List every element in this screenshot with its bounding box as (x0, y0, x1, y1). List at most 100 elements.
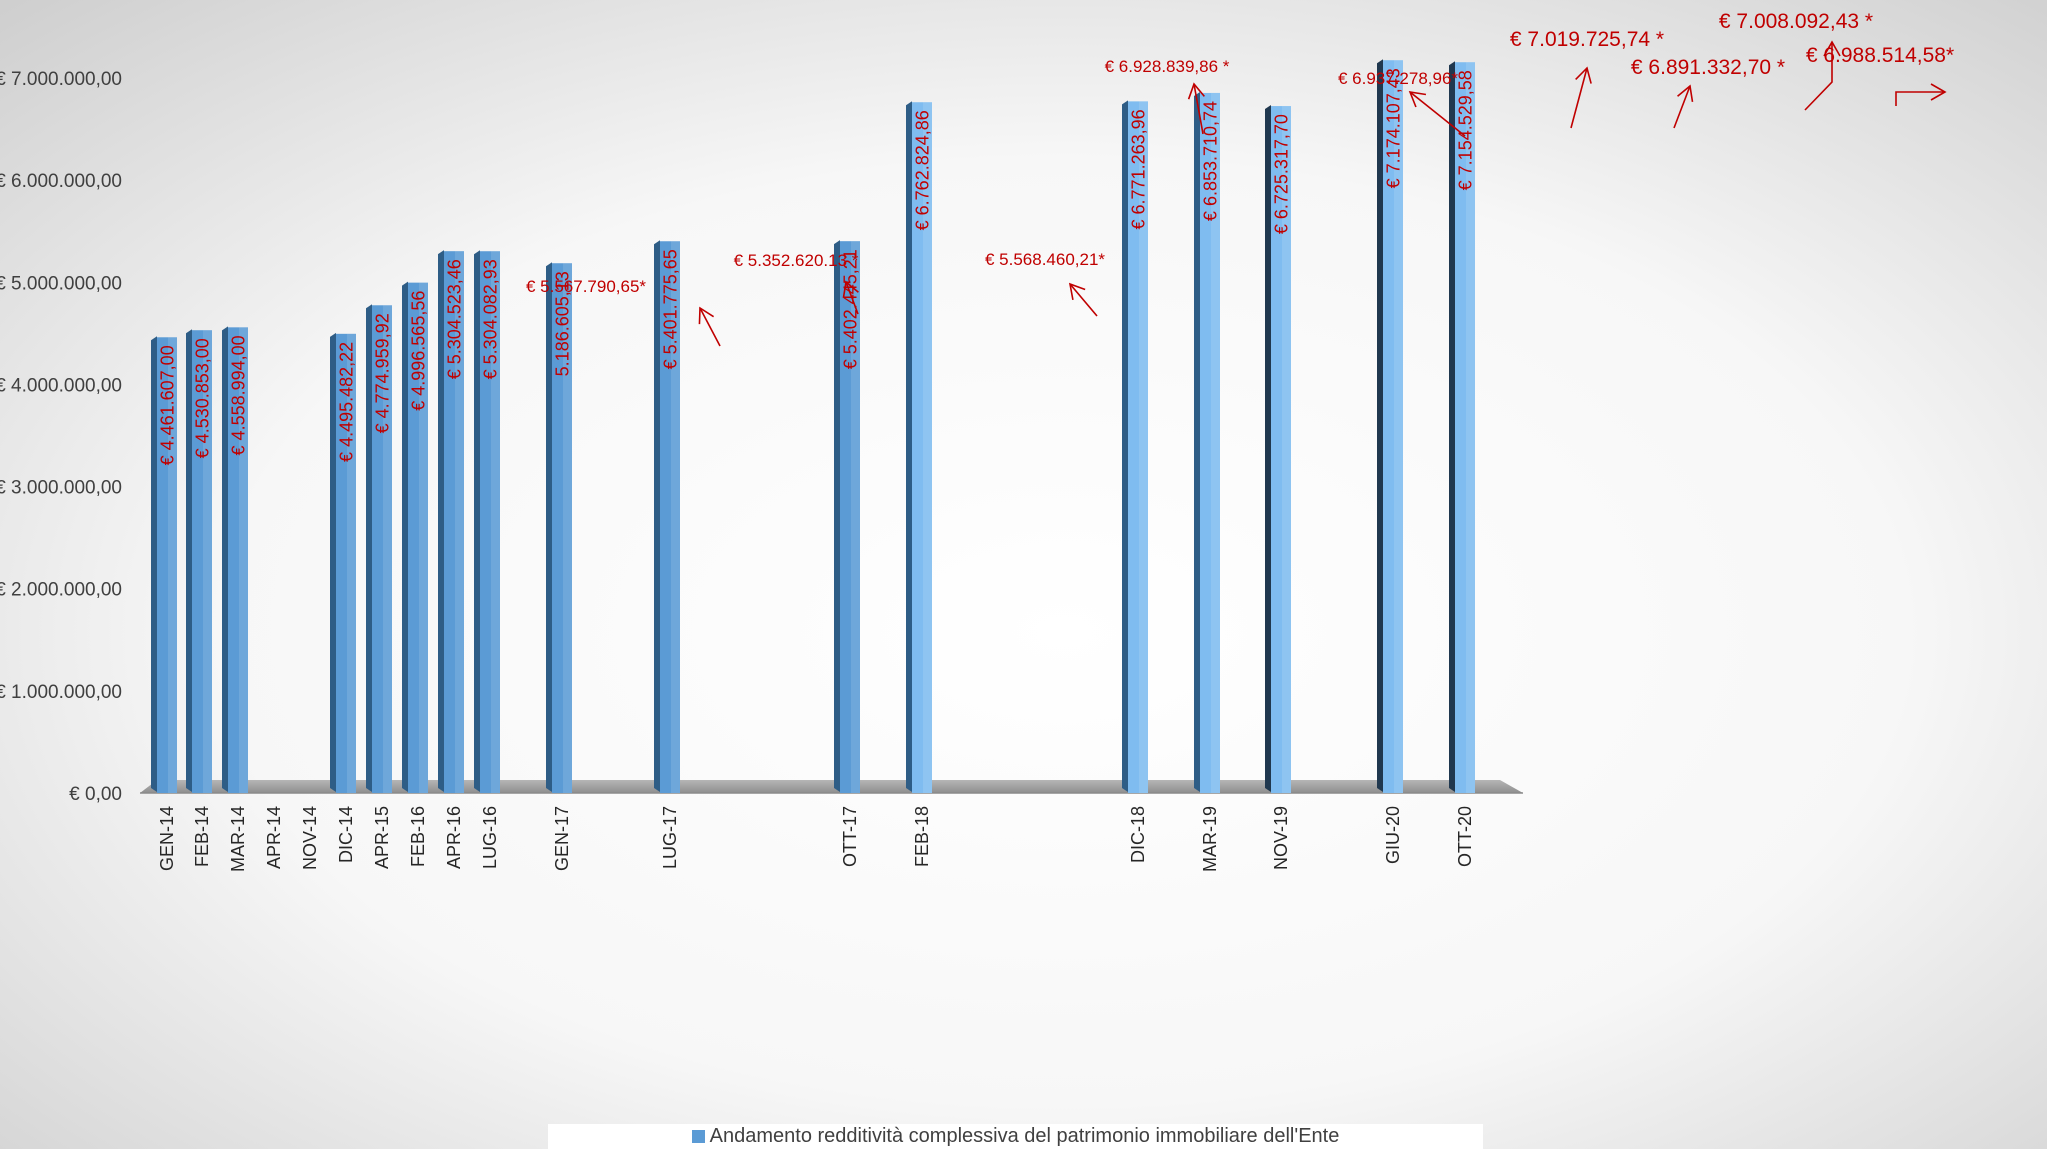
bar-value-label: € 5.401.775,65 (661, 249, 681, 369)
bar: € 4.774.959,92 (366, 304, 393, 793)
bar-value-label: € 6.853.710,74 (1201, 101, 1221, 221)
annotation: € 5.352.620.13 * (734, 251, 859, 315)
bar-front (408, 282, 428, 793)
bar: € 4.996.565,56 (402, 281, 429, 793)
x-tick-label: FEB-18 (912, 806, 932, 867)
bar-side (151, 336, 157, 792)
bar-highlight (239, 327, 248, 793)
y-tick-label: € 4.000.000,00 (0, 375, 122, 396)
bar-side (906, 101, 912, 792)
annotation-arrow (1193, 83, 1204, 135)
bar-highlight (851, 241, 860, 793)
bar-highlight (1394, 60, 1403, 793)
bar-highlight (1211, 92, 1220, 794)
annotation: € 7.008.092,43 * (1719, 10, 1873, 111)
annotation-label: € 6.891.332,70 * (1631, 56, 1785, 79)
legend-label: Andamento redditività complessiva del pa… (709, 1125, 1340, 1147)
x-tick-label: LUG-17 (660, 806, 680, 869)
annotation: € 5.568.460,21* (985, 250, 1105, 317)
annotation-label: € 5.567.790,65* (526, 277, 646, 296)
bar-front (1200, 92, 1220, 794)
bar-value-label: 5.186.605,13 (553, 271, 573, 376)
legend: Andamento redditività complessiva del pa… (548, 1124, 1483, 1149)
x-tick-label: LUG-16 (480, 806, 500, 869)
x-tick-label: NOV-14 (300, 806, 320, 870)
x-tick-label: OTT-20 (1455, 806, 1475, 867)
bar-side (1122, 100, 1128, 792)
bar-highlight (383, 305, 392, 793)
bar: € 5.304.523,46 (438, 250, 465, 794)
bar-value-label: € 6.725.317,70 (1272, 114, 1292, 234)
bar-value-label: € 4.996.565,56 (409, 291, 429, 411)
bar-side (186, 329, 192, 792)
bar-highlight (168, 337, 177, 793)
bar-front (444, 251, 464, 794)
bar: € 4.530.853,00 (186, 329, 213, 793)
y-tick-label: € 1.000.000,00 (0, 682, 122, 703)
y-tick-label: € 7.000.000,00 (0, 69, 122, 90)
y-tick-label: € 3.000.000,00 (0, 478, 122, 499)
x-axis: GEN-14 FEB-14 MAR-14 APR-14 NOV-14 DIC-14 APR-… (157, 806, 1475, 872)
bar-highlight (347, 333, 356, 793)
bar: € 4.495.482,22 (330, 332, 357, 793)
annotation-arrow (1804, 42, 1833, 111)
x-tick-label: MAR-14 (228, 806, 248, 872)
bar-value-label: € 7.174.107,43 (1384, 68, 1404, 188)
annotation-arrowhead (1930, 83, 1947, 101)
bar-value-label: € 4.558.994,00 (229, 335, 249, 455)
annotation: € 6.928.839,86 * (1105, 57, 1230, 135)
bar-side (330, 332, 336, 792)
y-tick-label: € 6.000.000,00 (0, 171, 122, 192)
x-tick-label: GEN-17 (552, 806, 572, 871)
bar-side (1265, 105, 1271, 793)
annotation-label: € 5.352.620.13 * (734, 251, 859, 270)
y-tick-label: € 2.000.000,00 (0, 580, 122, 601)
x-tick-label: DIC-18 (1128, 806, 1148, 863)
annotation: € 6.891.332,70 * (1631, 56, 1785, 129)
bar-highlight (455, 251, 464, 794)
annotation-arrowhead (1677, 84, 1694, 103)
bar: € 5.401.775,65 (654, 240, 681, 794)
annotations: € 5.567.790,65* € 5.352.620.13 * € 5.568.4… (526, 10, 1954, 347)
annotation-label: € 6.937.278,96* (1338, 69, 1458, 88)
bar: € 5.304.082,93 (474, 250, 501, 793)
x-tick-label: APR-15 (372, 806, 392, 869)
bar-highlight (491, 251, 500, 793)
bar: € 7.174.107,43 (1377, 59, 1404, 793)
bar-highlight (419, 282, 428, 793)
annotation-arrowhead (698, 306, 715, 325)
bar-front (1455, 62, 1475, 794)
bar: € 4.461.607,00 (151, 336, 178, 793)
bar-front (1271, 106, 1291, 794)
annotation-arrow (1409, 91, 1466, 137)
bars: € 4.461.607,00 € 4.530.853,00 € 4.558.994,… (151, 59, 1476, 794)
bar-front (912, 102, 932, 793)
annotation: € 6.937.278,96* (1338, 69, 1466, 137)
bar-front (552, 263, 572, 793)
annotation-arrowhead (1068, 282, 1086, 301)
bar: € 6.762.824,86 (906, 101, 933, 793)
legend-swatch (691, 1130, 705, 1143)
bar-side (654, 240, 660, 793)
bar-value-label: € 6.771.263,96 (1129, 109, 1149, 229)
annotation: € 6.988.514,58* (1806, 44, 1954, 106)
bar-side (222, 326, 228, 792)
bar-highlight (923, 102, 932, 793)
x-tick-label: APR-16 (444, 806, 464, 869)
bar-front (480, 251, 500, 793)
bar-front (228, 327, 248, 793)
annotation-arrowhead (1823, 40, 1841, 57)
x-tick-label: FEB-14 (192, 806, 212, 867)
bar-value-label: € 4.495.482,22 (337, 342, 357, 462)
bar-side (1194, 91, 1200, 793)
bar-highlight (671, 241, 680, 794)
x-tick-label: NOV-19 (1271, 806, 1291, 870)
annotation-arrow (1570, 67, 1588, 129)
annotation-arrowhead (1408, 90, 1427, 108)
annotation: € 7.019.725,74 * (1510, 28, 1664, 129)
annotation-arrowhead (842, 280, 859, 299)
annotation: € 5.567.790,65* (526, 277, 721, 347)
